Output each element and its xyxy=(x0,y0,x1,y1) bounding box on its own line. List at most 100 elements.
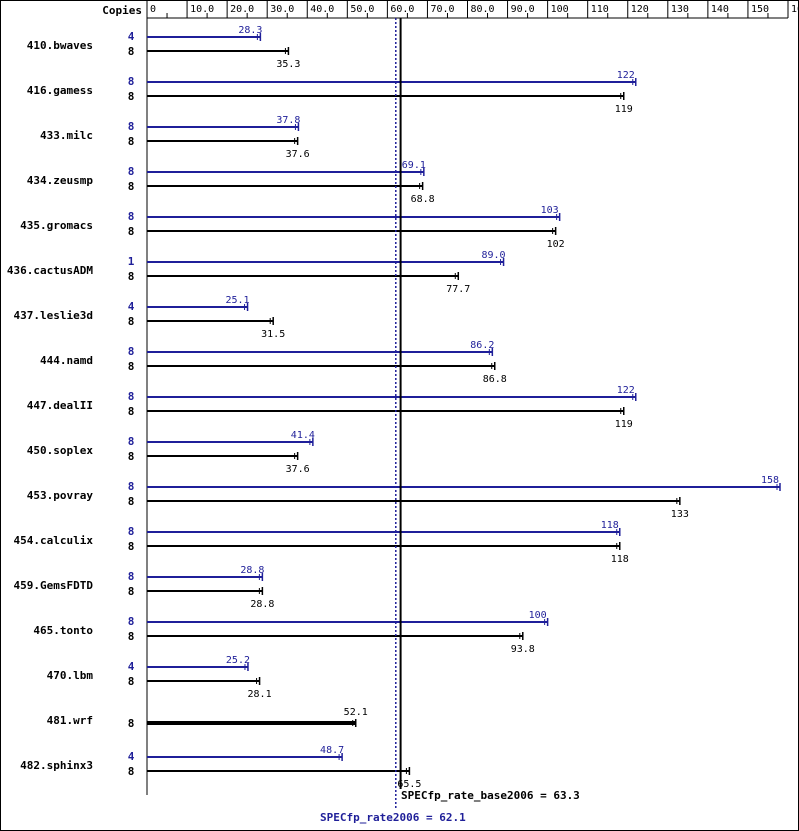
peak-value-label: 100 xyxy=(529,610,547,621)
base-value-label: 28.1 xyxy=(248,689,272,700)
benchmark-label: 433.milc xyxy=(40,129,93,142)
x-tick-label: 80.0 xyxy=(471,4,495,15)
benchmark-label: 410.bwaves xyxy=(27,39,93,52)
base-value-label: 28.8 xyxy=(250,599,274,610)
peak-value-label: 122 xyxy=(617,385,635,396)
x-tick-label: 100 xyxy=(551,4,569,15)
peak-value-label: 158 xyxy=(761,475,779,486)
base-copies: 8 xyxy=(128,315,135,328)
peak-copies: 4 xyxy=(128,300,135,313)
x-tick-label: 20.0 xyxy=(230,4,254,15)
base-copies: 8 xyxy=(128,717,135,730)
base-value-label: 37.6 xyxy=(286,464,310,475)
base-copies: 8 xyxy=(128,135,135,148)
base-value-label: 119 xyxy=(615,104,633,115)
peak-value-label: 69.1 xyxy=(402,160,426,171)
peak-value-label: 86.2 xyxy=(470,340,494,351)
benchmark-label: 437.leslie3d xyxy=(14,309,93,322)
base-value-label: 102 xyxy=(547,239,565,250)
peak-copies: 1 xyxy=(128,255,135,268)
x-tick-label: 60.0 xyxy=(390,4,414,15)
base-copies: 8 xyxy=(128,540,135,553)
base-value-label: 93.8 xyxy=(511,644,535,655)
peak-value-label: 25.1 xyxy=(226,295,250,306)
base-copies: 8 xyxy=(128,450,135,463)
base-copies: 8 xyxy=(128,585,135,598)
peak-copies: 8 xyxy=(128,435,135,448)
base-value-label: 37.6 xyxy=(286,149,310,160)
base-value-label: 52.1 xyxy=(344,707,368,718)
x-tick-label: 150 xyxy=(751,4,769,15)
peak-copies: 8 xyxy=(128,210,135,223)
peak-copies: 4 xyxy=(128,750,135,763)
x-tick-label: 90.0 xyxy=(511,4,535,15)
x-tick-label: 30.0 xyxy=(270,4,294,15)
benchmark-label: 435.gromacs xyxy=(20,219,93,232)
base-copies: 8 xyxy=(128,90,135,103)
base-copies: 8 xyxy=(128,765,135,778)
peak-value-label: 28.8 xyxy=(240,565,264,576)
benchmark-label: 447.dealII xyxy=(27,399,93,412)
peak-copies: 8 xyxy=(128,120,135,133)
peak-copies: 8 xyxy=(128,480,135,493)
x-tick-label: 140 xyxy=(711,4,729,15)
benchmark-label: 416.gamess xyxy=(27,84,93,97)
base-copies: 8 xyxy=(128,405,135,418)
peak-value-label: 118 xyxy=(601,520,619,531)
base-value-label: 86.8 xyxy=(483,374,507,385)
x-tick-label: 160 xyxy=(791,4,799,15)
benchmark-label: 465.tonto xyxy=(33,624,93,637)
base-copies: 8 xyxy=(128,225,135,238)
peak-value-label: 37.8 xyxy=(276,115,300,126)
benchmark-label: 470.lbm xyxy=(47,669,94,682)
peak-copies: 8 xyxy=(128,75,135,88)
benchmark-label: 459.GemsFDTD xyxy=(14,579,94,592)
peak-copies: 8 xyxy=(128,525,135,538)
x-tick-label: 120 xyxy=(631,4,649,15)
benchmark-label: 444.namd xyxy=(40,354,93,367)
peak-value-label: 103 xyxy=(541,205,559,216)
peak-value-label: 48.7 xyxy=(320,745,344,756)
benchmark-label: 450.soplex xyxy=(27,444,94,457)
base-copies: 8 xyxy=(128,180,135,193)
peak-copies: 4 xyxy=(128,660,135,673)
base-copies: 8 xyxy=(128,45,135,58)
base-copies: 8 xyxy=(128,630,135,643)
peak-copies: 4 xyxy=(128,30,135,43)
base-reference-label: SPECfp_rate_base2006 = 63.3 xyxy=(401,789,580,802)
x-tick-label: 70.0 xyxy=(430,4,454,15)
peak-reference-label: SPECfp_rate2006 = 62.1 xyxy=(320,811,466,824)
benchmark-label: 481.wrf xyxy=(47,714,93,727)
peak-value-label: 41.4 xyxy=(291,430,315,441)
x-tick-label: 0 xyxy=(150,4,156,15)
base-value-label: 133 xyxy=(671,509,689,520)
base-value-label: 31.5 xyxy=(261,329,285,340)
base-value-label: 77.7 xyxy=(446,284,470,295)
base-value-label: 68.8 xyxy=(411,194,435,205)
base-value-label: 118 xyxy=(611,554,629,565)
peak-value-label: 28.3 xyxy=(238,25,262,36)
benchmark-label: 454.calculix xyxy=(14,534,94,547)
base-copies: 8 xyxy=(128,360,135,373)
peak-copies: 8 xyxy=(128,615,135,628)
copies-header: Copies xyxy=(102,4,142,17)
base-value-label: 65.5 xyxy=(397,779,421,790)
base-copies: 8 xyxy=(128,675,135,688)
x-tick-label: 10.0 xyxy=(190,4,214,15)
x-tick-label: 130 xyxy=(671,4,689,15)
peak-copies: 8 xyxy=(128,165,135,178)
peak-value-label: 25.2 xyxy=(226,655,250,666)
benchmark-label: 436.cactusADM xyxy=(7,264,93,277)
benchmark-label: 434.zeusmp xyxy=(27,174,94,187)
peak-copies: 8 xyxy=(128,345,135,358)
peak-copies: 8 xyxy=(128,570,135,583)
peak-value-label: 122 xyxy=(617,70,635,81)
peak-copies: 8 xyxy=(128,390,135,403)
base-copies: 8 xyxy=(128,495,135,508)
benchmark-label: 482.sphinx3 xyxy=(20,759,93,772)
peak-value-label: 89.0 xyxy=(482,250,506,261)
x-tick-label: 110 xyxy=(591,4,609,15)
base-value-label: 35.3 xyxy=(276,59,300,70)
